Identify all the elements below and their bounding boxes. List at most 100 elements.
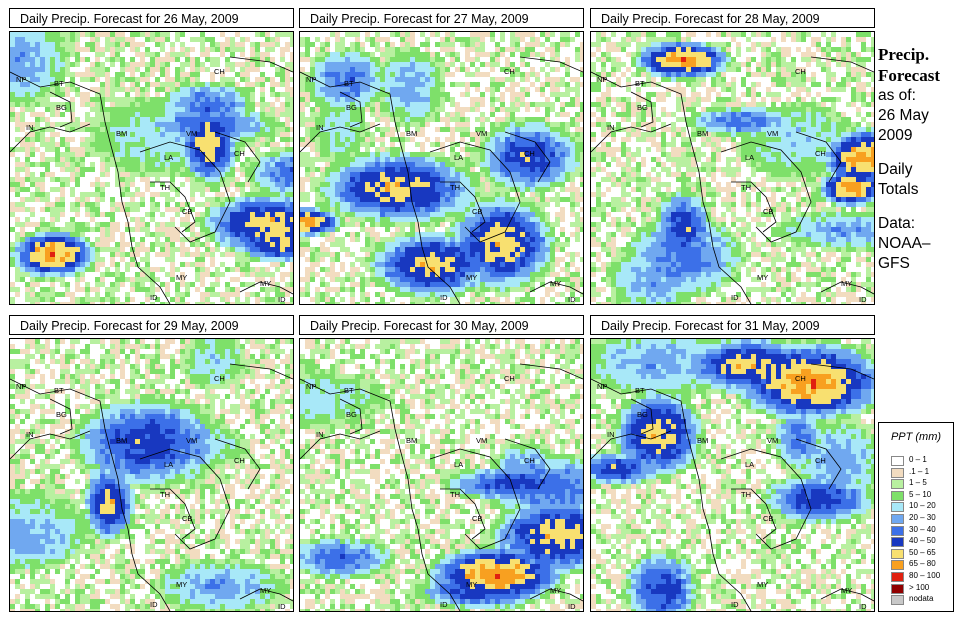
- asof-line1: as of:: [878, 87, 916, 104]
- legend-label: 30 – 40: [909, 524, 936, 534]
- legend-swatch: [891, 595, 904, 606]
- country-label: CH: [524, 456, 535, 465]
- country-label: VM: [767, 129, 778, 138]
- country-label: ID: [568, 602, 576, 611]
- country-label: BM: [406, 436, 417, 445]
- country-label: BG: [56, 410, 67, 419]
- country-label: ID: [440, 293, 448, 302]
- country-label: CB: [182, 514, 192, 523]
- country-label: LA: [454, 460, 463, 469]
- legend-swatch: [891, 537, 904, 548]
- country-label: CH: [214, 67, 225, 76]
- legend-swatch: [891, 456, 904, 466]
- legend-label: 1 – 5: [909, 478, 927, 488]
- country-label: BM: [697, 436, 708, 445]
- country-label: LA: [745, 460, 754, 469]
- country-label: VM: [186, 436, 197, 445]
- asof-line3: 2009: [878, 127, 913, 144]
- country-label: VM: [476, 436, 487, 445]
- legend-label: 80 – 100: [909, 571, 941, 580]
- country-label: BM: [697, 129, 708, 138]
- country-label: BM: [116, 436, 127, 445]
- country-label: TH: [741, 490, 751, 499]
- country-label: TH: [450, 183, 460, 192]
- country-label: MY: [260, 586, 271, 595]
- country-label: ID: [568, 295, 576, 304]
- country-label: TH: [160, 183, 170, 192]
- panel-title: Daily Precip. Forecast for 29 May, 2009: [9, 315, 294, 335]
- precip-field: NP BT BG IN CH BM VM LA TH CB CH MY MY ID ID: [10, 339, 293, 611]
- country-label: ID: [150, 293, 158, 302]
- country-label: ID: [150, 600, 158, 609]
- panel-title: Daily Precip. Forecast for 31 May, 2009: [590, 315, 875, 335]
- country-label: IN: [316, 123, 324, 132]
- country-label: ID: [731, 600, 739, 609]
- country-label: BT: [344, 386, 354, 395]
- country-label: CB: [472, 207, 482, 216]
- precip-field: NP BT BG IN CH BM VM LA TH CB CH MY MY ID ID: [591, 339, 874, 611]
- country-label: BG: [346, 103, 357, 112]
- country-label: CH: [815, 456, 826, 465]
- country-label: MY: [176, 580, 187, 589]
- panel-title: Daily Precip. Forecast for 30 May, 2009: [299, 315, 584, 335]
- country-label: BG: [637, 410, 648, 419]
- legend-swatch: [891, 572, 904, 582]
- country-label: VM: [767, 436, 778, 445]
- sidebar-title-line2: Forecast: [878, 66, 940, 85]
- sidebar-info: Precip. Forecast as of: 26 May 2009 Dail…: [878, 44, 963, 274]
- country-label: NP: [16, 75, 26, 84]
- country-label: CH: [234, 456, 245, 465]
- asof-line2: 26 May: [878, 107, 929, 124]
- country-label: ID: [278, 295, 286, 304]
- precip-field: NP BT BG IN CH BM VM LA TH CB CH MY MY ID ID: [591, 32, 874, 304]
- country-label: CB: [182, 207, 192, 216]
- country-label: CH: [524, 149, 535, 158]
- country-label: MY: [757, 580, 768, 589]
- country-label: ID: [278, 602, 286, 611]
- legend-swatch: [891, 514, 904, 524]
- legend-label: .1 – 1: [909, 466, 930, 476]
- forecast-panel-26-may: Daily Precip. Forecast for 26 May, 2009 …: [9, 8, 294, 305]
- data-line2: NOAA–: [878, 235, 931, 252]
- precip-map: NP BT BG IN CH BM VM LA TH CB CH MY MY ID ID: [299, 31, 584, 305]
- country-label: TH: [741, 183, 751, 192]
- country-label: CH: [795, 67, 806, 76]
- country-label: MY: [260, 279, 271, 288]
- country-label: NP: [16, 382, 26, 391]
- legend-swatch: [891, 525, 904, 536]
- sidebar-title-line1: Precip.: [878, 45, 930, 64]
- country-label: LA: [164, 153, 173, 162]
- data-line3: GFS: [878, 255, 910, 272]
- legend-label: 10 – 20: [909, 501, 936, 511]
- forecast-panel-30-may: Daily Precip. Forecast for 30 May, 2009 …: [299, 315, 584, 612]
- country-label: CH: [815, 149, 826, 158]
- legend-label: 40 – 50: [909, 536, 936, 546]
- country-label: LA: [745, 153, 754, 162]
- country-label: VM: [476, 129, 487, 138]
- country-label: BM: [116, 129, 127, 138]
- country-label: CB: [763, 514, 773, 523]
- country-label: MY: [466, 273, 477, 282]
- country-label: ID: [731, 293, 739, 302]
- country-label: CH: [504, 374, 515, 383]
- country-label: CB: [763, 207, 773, 216]
- country-label: LA: [454, 153, 463, 162]
- country-label: BT: [635, 386, 645, 395]
- country-label: BT: [344, 79, 354, 88]
- forecast-panel-31-may: Daily Precip. Forecast for 31 May, 2009 …: [590, 315, 875, 612]
- data-line1: Data:: [878, 215, 916, 232]
- country-label: BT: [54, 79, 64, 88]
- precip-map: NP BT BG IN CH BM VM LA TH CB CH MY MY ID ID: [590, 338, 875, 612]
- legend-swatch: [891, 583, 904, 594]
- country-label: IN: [607, 123, 615, 132]
- legend-label: 5 – 10: [909, 489, 932, 499]
- country-label: ID: [440, 600, 448, 609]
- daily-line1: Daily: [878, 161, 913, 178]
- country-label: BM: [406, 129, 417, 138]
- country-label: IN: [26, 430, 34, 439]
- country-label: CH: [234, 149, 245, 158]
- country-label: ID: [859, 602, 867, 611]
- country-label: LA: [164, 460, 173, 469]
- precip-field: NP BT BG IN CH BM VM LA TH CB CH MY MY ID ID: [300, 339, 583, 611]
